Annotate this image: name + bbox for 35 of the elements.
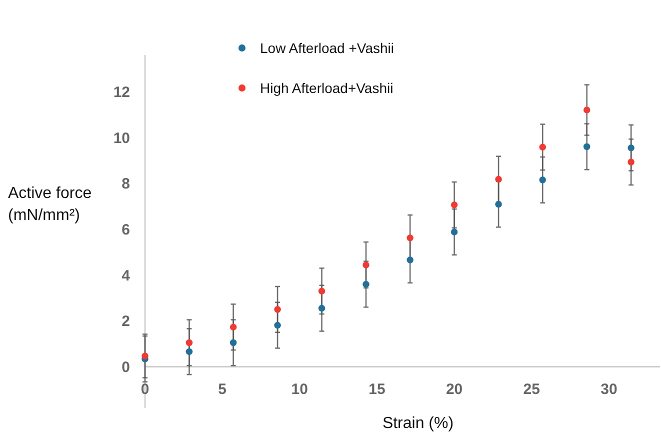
x-tick-label: 15 xyxy=(368,381,386,398)
point xyxy=(583,143,590,150)
y-axis-title: Active force (mN/mm²) xyxy=(8,185,92,224)
y-tick-label: 8 xyxy=(122,176,130,193)
y-tick-label: 0 xyxy=(122,358,130,376)
x-tick-label: 30 xyxy=(600,381,618,398)
y-tick-label: 12 xyxy=(113,84,130,101)
x-tick-label: 25 xyxy=(523,381,540,398)
point xyxy=(230,324,237,330)
legend-label: High Afterload+Vashii xyxy=(260,80,394,96)
point xyxy=(628,144,634,152)
point xyxy=(539,176,546,184)
x-tick-label: 20 xyxy=(446,381,463,398)
point xyxy=(142,352,148,360)
x-tick-label: 5 xyxy=(218,381,226,398)
point xyxy=(406,234,414,242)
y-tick-label: 2 xyxy=(122,313,130,330)
point xyxy=(230,339,237,346)
point xyxy=(274,322,281,329)
x-axis-title: Strain (%) xyxy=(382,415,454,432)
point xyxy=(274,306,281,313)
point xyxy=(318,304,326,312)
point xyxy=(539,144,546,151)
x-tick-label: 10 xyxy=(291,381,308,398)
point xyxy=(186,348,193,355)
point xyxy=(318,288,326,294)
point xyxy=(406,256,414,264)
point xyxy=(186,339,193,346)
point xyxy=(583,106,590,114)
legend-label: Low Afterload +Vashii xyxy=(260,40,394,56)
y-tick-label: 4 xyxy=(122,267,131,284)
point xyxy=(628,158,634,166)
y-tick-label: 6 xyxy=(122,221,130,238)
x-tick-label: 0 xyxy=(140,381,150,398)
y-tick-label: 10 xyxy=(113,130,130,147)
